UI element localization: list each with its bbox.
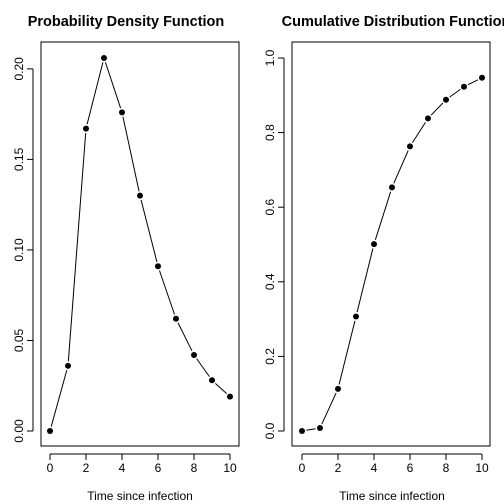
cdf-data-point	[335, 385, 341, 392]
pdf-series-segment	[215, 382, 227, 394]
pdf-title: Probability Density Function	[28, 14, 225, 30]
pdf-plot-box	[40, 41, 240, 447]
cdf-x-tick-label: 6	[407, 461, 414, 475]
cdf-series-segment	[430, 102, 444, 116]
cdf-series-segment	[393, 150, 409, 184]
pdf-panel: Probability Density Function 0 2 4 6 8 10 0.00…	[12, 14, 240, 503]
cdf-x-tick-label: 2	[335, 461, 342, 475]
pdf-series-segment	[50, 370, 68, 427]
pdf-x-tick-label: 0	[47, 461, 54, 475]
pdf-series-segment	[67, 133, 87, 362]
cdf-data-point	[317, 425, 323, 432]
cdf-x-axis-label: Time since infection	[339, 489, 445, 503]
cdf-y-tick-label: 0.4	[263, 273, 277, 290]
pdf-series-segment	[104, 62, 122, 109]
pdf-data-point	[101, 55, 107, 61]
cdf-x-tick-label: 4	[371, 461, 378, 475]
pdf-data-point	[47, 428, 53, 434]
cdf-data-point	[407, 143, 413, 150]
cdf-data-point	[353, 313, 359, 320]
pdf-x-tick-label: 2	[83, 461, 90, 475]
pdf-y-tick-label: 0.15	[12, 147, 26, 171]
pdf-marks: 0 2 4 6 8 10 0.00 0.05 0.10 0.15 0.20	[12, 55, 237, 475]
pdf-data-point	[137, 192, 143, 199]
pdf-x-axis-label: Time since infection	[87, 489, 193, 503]
pdf-series-segment	[86, 62, 104, 125]
pdf-data-point	[155, 263, 161, 270]
pdf-y-tick-label: 0.20	[12, 57, 26, 81]
pdf-y-tick-label: 0.10	[12, 238, 26, 262]
cdf-data-point	[371, 241, 377, 248]
cdf-series-segment	[412, 121, 426, 143]
cdf-y-tick-label: 0.0	[263, 422, 277, 439]
pdf-x-tick-label: 10	[223, 461, 237, 475]
cdf-plot-box	[291, 41, 491, 447]
pdf-y-tick-label: 0.05	[12, 328, 26, 352]
cdf-x-tick-label: 0	[299, 461, 306, 475]
cdf-x-tick-label: 10	[475, 461, 489, 475]
pdf-x-tick-label: 6	[155, 461, 162, 475]
cdf-series-segment	[449, 88, 461, 98]
pdf-x-tick-label: 8	[191, 461, 198, 475]
cdf-series-segment	[356, 248, 374, 313]
cdf-data-point	[461, 83, 467, 90]
pdf-series-segment	[196, 358, 210, 377]
pdf-series-segment	[140, 199, 158, 262]
pdf-series-segment	[177, 322, 193, 352]
cdf-y-tick-label: 0.8	[263, 124, 277, 141]
cdf-series-segment	[321, 392, 337, 425]
pdf-data-point	[83, 125, 89, 132]
cdf-data-point	[425, 115, 431, 122]
pdf-data-point	[191, 351, 197, 358]
cdf-series-segment	[306, 428, 316, 431]
cdf-data-point	[389, 184, 395, 191]
cdf-panel: Cumulative Distribution Function 0 2 4 6 8 10…	[263, 14, 504, 503]
cdf-y-tick-label: 0.6	[263, 199, 277, 216]
cdf-y-tick-label: 0.2	[263, 348, 277, 365]
pdf-data-point	[173, 315, 179, 322]
cdf-y-tick-label: 1.0	[263, 49, 277, 66]
cdf-data-point	[479, 74, 485, 81]
cdf-data-point	[443, 96, 449, 103]
cdf-marks: 0 2 4 6 8 10 0.0 0.2 0.4 0.6 0.8 1.0	[263, 49, 489, 475]
pdf-y-tick-label: 0.00	[12, 419, 26, 443]
pdf-series-segment	[122, 116, 140, 192]
cdf-series-segment	[374, 191, 392, 240]
pdf-data-point	[119, 109, 125, 116]
pdf-data-point	[209, 377, 215, 384]
cdf-series-segment	[338, 320, 356, 385]
cdf-series-segment	[467, 79, 479, 86]
pdf-x-tick-label: 4	[119, 461, 126, 475]
cdf-x-tick-label: 8	[443, 461, 450, 475]
pdf-data-point	[65, 362, 71, 369]
pdf-series-segment	[158, 270, 176, 315]
pdf-data-point	[227, 393, 233, 400]
cdf-data-point	[299, 428, 305, 434]
cdf-title: Cumulative Distribution Function	[282, 14, 504, 30]
